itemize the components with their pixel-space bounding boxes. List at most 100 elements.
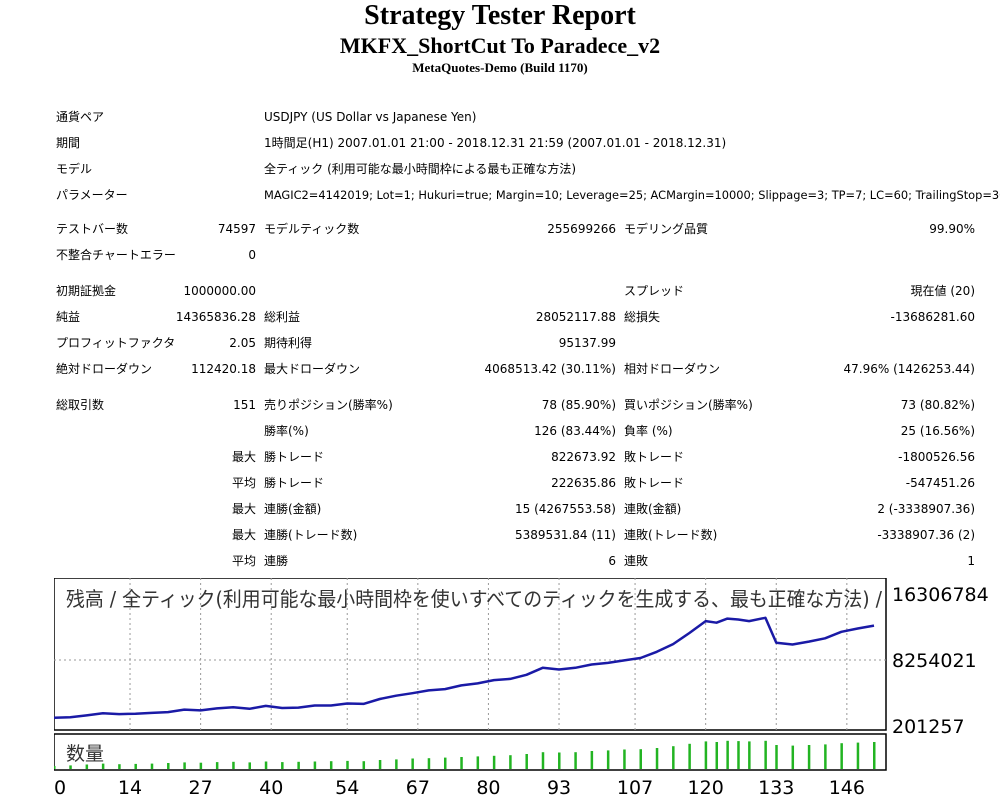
volume-bar <box>443 757 447 769</box>
volume-bar <box>623 749 626 769</box>
volume-bar <box>248 762 251 769</box>
volume-bar <box>840 743 843 769</box>
avg-consecutive-wins-label: 連勝 <box>264 554 289 568</box>
volume-bar <box>264 761 268 769</box>
max-consecutive-wins-count-value: 5389531.84 (11) <box>515 528 616 542</box>
profit-trades-value: 126 (83.44%) <box>534 424 616 438</box>
volume-bar <box>460 757 463 769</box>
volume-bar <box>590 751 594 769</box>
net-profit-label: 純益 <box>56 310 81 324</box>
quality-value: 99.90% <box>929 222 975 236</box>
grid-lines <box>54 578 886 730</box>
volume-bar <box>655 748 659 769</box>
volume-bar <box>362 761 366 769</box>
volume-bar <box>346 760 349 769</box>
profit-trades-label: 勝率(%) <box>264 424 309 438</box>
max-consecutive-wins-money-value: 15 (4267553.58) <box>515 502 616 516</box>
y-tick-label: 8254021 <box>892 650 977 672</box>
gross-loss-label: 総損失 <box>624 310 661 324</box>
volume-bar <box>329 761 333 769</box>
volume-bar <box>726 740 729 769</box>
total-trades-value: 151 <box>233 398 256 412</box>
long-positions-label: 買いポジション(勝率%) <box>624 398 753 412</box>
max-consecutive-losses-money-label: 連敗(金額) <box>624 502 682 516</box>
x-tick-label: 40 <box>259 777 283 799</box>
maximal-prefix: 最大 <box>231 528 256 542</box>
x-tick-label: 54 <box>335 777 359 799</box>
volume-bar <box>134 763 137 769</box>
volume-bar <box>748 741 751 769</box>
max-consecutive-wins-count-label: 連勝(トレード数) <box>264 528 358 542</box>
max-consecutive-wins-money-label: 連勝(金額) <box>264 502 322 516</box>
model-value: 全ティック (利用可能な最小時間枠による最も正確な方法) <box>264 162 577 176</box>
ticks-label: モデルティック数 <box>264 222 360 236</box>
short-positions-value: 78 (85.90%) <box>541 398 616 412</box>
spread-label: スプレッド <box>624 284 685 298</box>
volume-bar <box>737 741 740 769</box>
volume-bar <box>492 755 496 769</box>
largest-win-value: 822673.92 <box>551 450 616 464</box>
volume-bar <box>541 752 545 769</box>
balance-line <box>54 616 875 720</box>
relative-drawdown-label: 相対ドローダウン <box>624 362 721 376</box>
x-tick-label: 0 <box>54 777 66 799</box>
volume-bar <box>199 762 203 769</box>
expert-name: MKFX_ShortCut To Paradece_v2 <box>339 33 661 58</box>
expected-payoff-value: 95137.99 <box>558 336 616 350</box>
gross-profit-value: 28052117.88 <box>535 310 616 324</box>
volume-bar <box>281 762 284 769</box>
volume-bar <box>297 761 300 769</box>
volume-bar <box>69 765 72 769</box>
max-consecutive-losses-count-label: 連敗(トレード数) <box>624 528 718 542</box>
expected-payoff-label: 期待利得 <box>264 336 313 350</box>
volume-bar <box>856 742 860 769</box>
volume-bar <box>215 762 219 769</box>
volume-bar <box>791 745 795 769</box>
y-axis-ticks: 16306784 8254021 201257 <box>892 584 989 738</box>
absolute-drawdown-label: 絶対ドローダウン <box>56 362 153 376</box>
volume-bar <box>54 766 56 769</box>
chart-title: 残高 / 全ティック(利用可能な最小時間枠を使いすべてのティックを生成する、最も… <box>66 587 882 611</box>
profit-factor-label: プロフィットファクタ <box>56 336 176 350</box>
volume-bar <box>688 743 691 769</box>
x-tick-label: 133 <box>758 777 794 799</box>
volume-bar <box>639 749 642 769</box>
volume-bar <box>232 761 235 769</box>
x-tick-label: 107 <box>617 777 653 799</box>
volume-bar <box>476 756 480 769</box>
period-value: 1時間足(H1) 2007.01.01 21:00 - 2018.12.31 2… <box>264 136 727 150</box>
average-loss-label: 敗トレード <box>624 476 685 490</box>
volume-bar <box>378 760 382 769</box>
max-consecutive-losses-count-value: -3338907.36 (2) <box>877 528 975 542</box>
y-tick-label: 201257 <box>892 716 965 738</box>
deposit-value: 1000000.00 <box>183 284 256 298</box>
avg-consecutive-wins-value: 6 <box>608 554 616 568</box>
server-name: MetaQuotes-Demo (Build 1170) <box>412 60 588 75</box>
volume-bar <box>873 742 876 769</box>
maximum-prefix: 最大 <box>231 502 256 516</box>
x-tick-label: 67 <box>406 777 430 799</box>
bars-value: 74597 <box>217 222 256 236</box>
volume-bar <box>183 762 186 769</box>
largest-win-label: 勝トレード <box>264 450 325 464</box>
loss-trades-value: 25 (16.56%) <box>900 424 975 438</box>
y-tick-label: 16306784 <box>892 584 989 606</box>
mismatch-label: 不整合チャートエラー <box>56 248 176 262</box>
loss-trades-label: 負率 (%) <box>624 424 673 438</box>
gross-loss-value: -13686281.60 <box>890 310 976 324</box>
volume-bar <box>167 763 170 769</box>
x-axis-ticks: 0 14 27 40 54 67 80 93 107 120 133 146 <box>54 777 865 799</box>
volume-bar <box>411 758 414 769</box>
total-trades-label: 総取引数 <box>56 398 105 412</box>
volume-bar <box>558 752 561 769</box>
volume-bar <box>775 745 778 769</box>
symbol-value: USDJPY (US Dollar vs Japanese Yen) <box>264 110 477 124</box>
largest-loss-value: -1800526.56 <box>898 450 975 464</box>
x-tick-label: 14 <box>118 777 142 799</box>
maximal-drawdown-label: 最大ドローダウン <box>264 362 361 376</box>
absolute-drawdown-value: 112420.18 <box>191 362 256 376</box>
volume-panel <box>54 733 887 771</box>
net-profit-value: 14365836.28 <box>175 310 256 324</box>
short-positions-label: 売りポジション(勝率%) <box>264 398 393 412</box>
profit-factor-value: 2.05 <box>229 336 256 350</box>
